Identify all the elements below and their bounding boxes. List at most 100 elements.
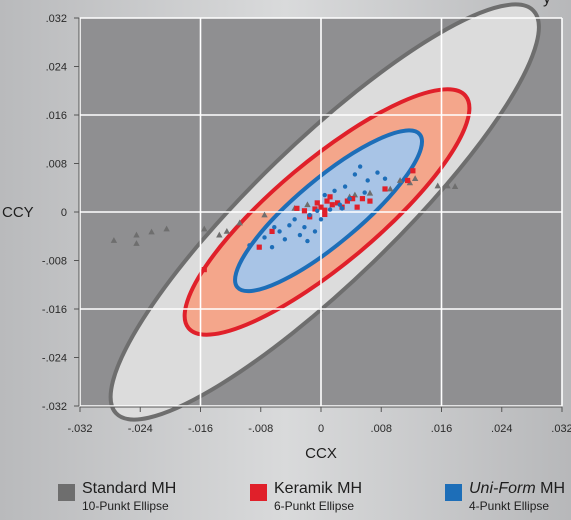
y-tick-label: .024 xyxy=(46,62,67,74)
y-tick-label: -.032 xyxy=(42,401,67,413)
uniform-point xyxy=(337,202,343,207)
y-tick-label: .016 xyxy=(46,110,67,122)
keramik-point xyxy=(327,194,333,200)
legend-subtitle-standard: 10-Punkt Ellipse xyxy=(82,499,169,513)
keramik-point xyxy=(329,202,335,208)
keramik-point xyxy=(201,266,207,273)
keramik-point xyxy=(344,198,350,204)
uniform-point xyxy=(322,192,327,198)
keramik-point xyxy=(322,211,328,218)
uniform-point xyxy=(347,196,352,201)
uniform-swatch-icon xyxy=(445,484,462,501)
standard-point xyxy=(110,237,118,243)
keramik-point xyxy=(410,168,416,174)
uniform-point xyxy=(352,172,358,177)
keramik-point xyxy=(334,200,341,206)
y-axis-label: CCY xyxy=(2,204,34,221)
uniform-point xyxy=(339,206,345,211)
y-tick-label: -.008 xyxy=(42,256,67,268)
standard-point xyxy=(396,177,404,183)
y-tick-label: -.016 xyxy=(42,304,67,316)
standard-point xyxy=(366,189,374,196)
uniform-point xyxy=(332,188,337,193)
uniform-point xyxy=(312,229,318,234)
standard-point xyxy=(201,225,208,232)
standard-point xyxy=(351,191,359,198)
standard-point xyxy=(434,182,441,189)
keramik-point xyxy=(294,205,300,211)
standard-point xyxy=(261,211,268,218)
legend-subtitle-uniform: 4-Punkt Ellipse xyxy=(469,499,550,513)
scatter-ellipse-chart: -.032 -.024 -.016 -.008 0 .008 .016 .024 .032 .03… xyxy=(2,2,571,462)
standard-point xyxy=(133,240,140,246)
uniform-point xyxy=(315,208,320,213)
y-tick-label: .008 xyxy=(46,159,67,171)
uniform-point xyxy=(247,243,252,248)
uniform-point xyxy=(287,223,292,228)
legend-title-standard: Standard MH xyxy=(82,480,177,497)
keramik-point xyxy=(354,204,360,210)
uniform-point xyxy=(262,235,267,240)
keramik-swatch-icon xyxy=(250,484,267,501)
uniform-point xyxy=(318,217,324,222)
x-tick-label: -.008 xyxy=(248,423,273,435)
x-tick-label: .016 xyxy=(431,423,452,435)
uniform-point xyxy=(382,176,388,181)
y-tick-label: 0 xyxy=(61,207,67,219)
uniform-point xyxy=(269,244,275,250)
x-tick-label: .008 xyxy=(371,423,392,435)
legend-subtitle-keramik: 6-Punkt Ellipse xyxy=(274,499,355,513)
keramik-point xyxy=(301,208,308,214)
keramik-point xyxy=(350,196,356,202)
x-tick-label: .024 xyxy=(491,423,512,435)
uniform-point xyxy=(272,224,277,230)
standard-point xyxy=(411,175,419,182)
y-tick-label: -.024 xyxy=(42,353,67,365)
standard-swatch-icon xyxy=(58,484,75,501)
keramik-point xyxy=(367,198,373,204)
uniform-point xyxy=(282,237,288,242)
uniform-point xyxy=(302,224,307,230)
x-tick-label: 0 xyxy=(318,423,324,435)
standard-point xyxy=(133,231,140,238)
legend-title-uniform: Uni-Form MH xyxy=(469,480,565,498)
standard-point xyxy=(216,231,223,238)
uniform-point xyxy=(342,184,348,189)
x-axis-label: CCX xyxy=(305,445,337,462)
x-tick-label: -.016 xyxy=(188,423,213,435)
standard-point xyxy=(236,219,243,226)
y-tick-label: .032 xyxy=(46,13,67,25)
uniform-point xyxy=(307,212,312,218)
standard-point xyxy=(223,228,231,234)
x-tick-label: .032 xyxy=(551,423,571,435)
keramik-point xyxy=(405,177,411,184)
x-tick-label: -.024 xyxy=(128,423,153,435)
keramik-point xyxy=(256,244,262,250)
keramik-point xyxy=(269,228,275,234)
uniform-point xyxy=(357,164,363,169)
uniform-point xyxy=(305,238,310,244)
uniform-point xyxy=(375,170,380,175)
legend-title-uniform-plain: MH xyxy=(535,480,565,497)
standard-point xyxy=(451,183,459,189)
uniform-point xyxy=(277,229,282,234)
standard-point xyxy=(163,225,170,232)
uniform-point xyxy=(327,207,333,212)
standard-point xyxy=(304,201,311,208)
uniform-point xyxy=(292,217,297,222)
uniform-point xyxy=(362,190,367,195)
legend-title-keramik: Keramik MH xyxy=(274,480,363,497)
keramik-point xyxy=(359,196,366,202)
x-tick-label: -.032 xyxy=(67,423,92,435)
legend-title-uniform-italic: Uni-Form xyxy=(469,480,536,497)
uniform-point xyxy=(297,232,303,238)
corner-text-fragment: y xyxy=(543,0,551,8)
uniform-point xyxy=(365,178,370,183)
standard-point xyxy=(444,182,451,189)
standard-point xyxy=(387,185,394,192)
standard-point xyxy=(148,228,155,235)
keramik-point xyxy=(318,204,324,210)
keramik-point xyxy=(314,200,320,206)
keramik-point xyxy=(322,207,328,213)
keramik-point xyxy=(382,186,388,192)
